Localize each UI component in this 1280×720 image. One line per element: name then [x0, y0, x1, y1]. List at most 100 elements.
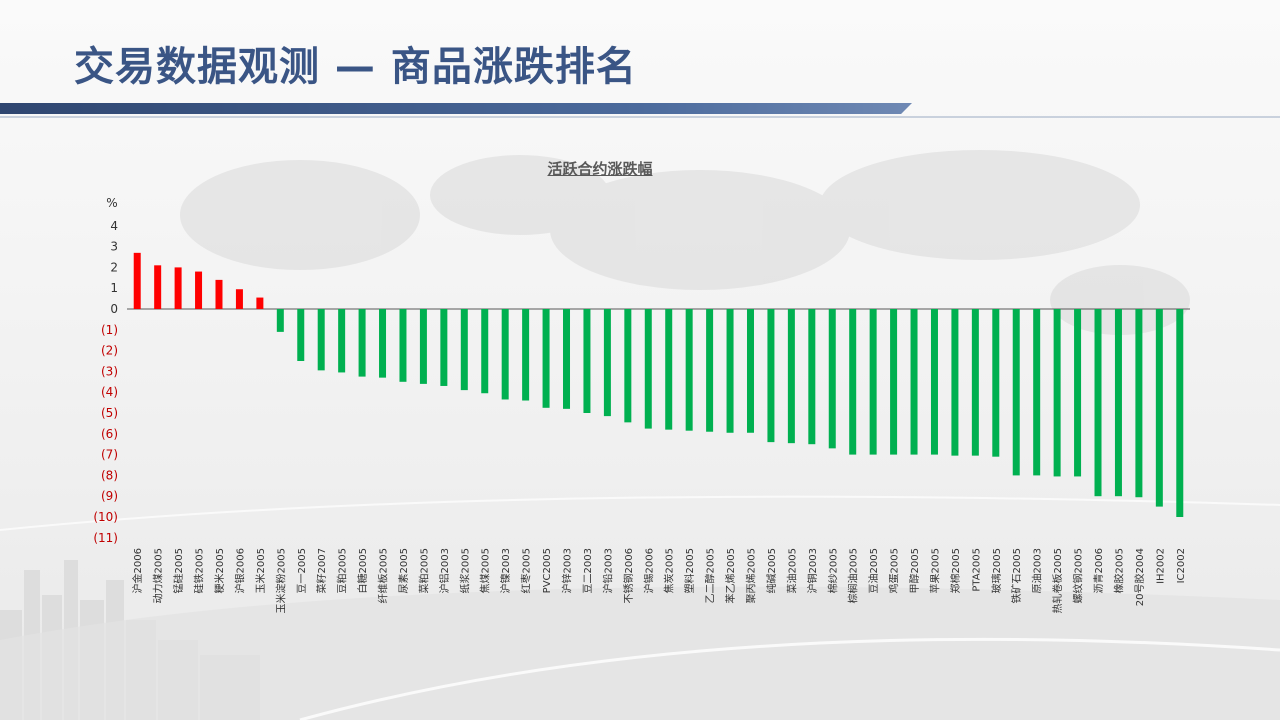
bar-豆一2005 — [297, 309, 305, 361]
bar-纤维板2005 — [379, 309, 387, 378]
x-category-label: 沪银2006 — [233, 548, 246, 593]
x-category-label: 沪铜2003 — [806, 548, 819, 593]
y-tick-label: 3 — [110, 240, 118, 254]
x-category-label: 白糖2005 — [356, 548, 369, 593]
bar-硅铁2005 — [195, 271, 203, 309]
bar-焦炭2005 — [665, 309, 673, 430]
y-tick-label: (8) — [101, 468, 118, 482]
bar-沪锡2006 — [644, 309, 652, 429]
bar-20号胶2004 — [1135, 309, 1143, 498]
bar-聚丙烯2005 — [746, 309, 754, 433]
bar-沪锌2003 — [563, 309, 571, 409]
x-category-label: 纸浆2005 — [458, 548, 471, 593]
x-category-label: 尿素2005 — [397, 548, 410, 593]
x-category-label: 红枣2005 — [520, 548, 533, 593]
x-category-label: 菜粕2005 — [417, 548, 430, 593]
bar-塑料2005 — [685, 309, 693, 431]
bar-苹果2005 — [930, 309, 938, 455]
title-underline-bar — [0, 103, 912, 114]
x-category-label: 沪锡2006 — [642, 548, 655, 593]
y-tick-label: 4 — [110, 219, 118, 233]
bar-乙二醇2005 — [706, 309, 714, 432]
bar-焦煤2005 — [481, 309, 489, 394]
x-category-label: PVC2005 — [542, 548, 553, 593]
x-category-label: 硅铁2005 — [193, 548, 206, 593]
x-category-label: 鸡蛋2005 — [888, 548, 901, 593]
bar-红枣2005 — [522, 309, 530, 401]
y-tick-label: (3) — [101, 364, 118, 378]
x-category-label: 玻璃2005 — [990, 548, 1003, 593]
bar-纸浆2005 — [460, 309, 468, 391]
bar-动力煤2005 — [154, 265, 162, 309]
bar-郑棉2005 — [951, 309, 959, 456]
x-category-label: 动力煤2005 — [152, 548, 165, 603]
x-category-label: 玉米2005 — [254, 548, 267, 593]
bar-沪镍2003 — [501, 309, 509, 400]
bar-鸡蛋2005 — [890, 309, 898, 455]
bar-甲醇2005 — [910, 309, 918, 455]
bar-苯乙烯2005 — [726, 309, 734, 433]
bar-豆粕2005 — [338, 309, 346, 373]
x-category-label: 聚丙烯2005 — [744, 548, 757, 603]
bar-IC2002 — [1176, 309, 1184, 517]
x-category-label: 豆二2003 — [582, 548, 594, 593]
bar-纯碱2005 — [767, 309, 775, 443]
x-category-label: 橡胶2005 — [1112, 548, 1125, 593]
bar-不锈钢2006 — [624, 309, 632, 423]
x-category-label: 锰硅2005 — [172, 548, 185, 593]
title-divider — [0, 116, 1280, 118]
bar-沪金2006 — [133, 252, 141, 309]
x-category-label: 菜油2005 — [785, 548, 798, 593]
bar-IH2002 — [1155, 309, 1163, 507]
bar-菜籽2007 — [317, 309, 325, 371]
bar-白糖2005 — [358, 309, 366, 377]
x-category-label: 豆油2005 — [867, 548, 880, 593]
bar-豆油2005 — [869, 309, 877, 455]
bar-热轧卷板2005 — [1053, 309, 1061, 477]
bar-豆二2003 — [583, 309, 591, 413]
x-category-label: 原油2003 — [1031, 548, 1044, 593]
x-category-label: 沪镍2003 — [499, 548, 512, 593]
x-category-label: 铁矿石2005 — [1010, 548, 1023, 603]
bar-橡胶2005 — [1114, 309, 1122, 497]
bar-棉纱2005 — [828, 309, 836, 449]
x-category-label: PTA2005 — [971, 548, 982, 592]
bar-菜油2005 — [787, 309, 795, 444]
x-category-label: 沪铝2003 — [438, 548, 451, 593]
x-category-label: 玉米淀粉2005 — [274, 548, 287, 613]
y-tick-label: (2) — [101, 344, 118, 358]
y-tick-label: (4) — [101, 385, 118, 399]
x-category-label: 纤维板2005 — [377, 548, 390, 603]
y-tick-label: (9) — [101, 489, 118, 503]
bar-沪铜2003 — [808, 309, 816, 445]
x-category-label: 沪锌2003 — [561, 548, 574, 593]
bar-锰硅2005 — [174, 267, 182, 309]
y-axis-unit-label: % — [106, 196, 117, 210]
y-tick-label: 1 — [110, 281, 118, 295]
x-category-label: 郑棉2005 — [949, 548, 962, 593]
x-category-label: 塑料2005 — [683, 548, 696, 593]
y-tick-label: (5) — [101, 406, 118, 420]
bar-尿素2005 — [399, 309, 407, 382]
bar-沪银2006 — [235, 289, 243, 309]
bar-玻璃2005 — [992, 309, 1000, 457]
x-category-label: 沥青2006 — [1092, 548, 1105, 593]
y-tick-label: (1) — [101, 323, 118, 337]
x-category-label: 棕榈油2005 — [847, 548, 860, 603]
x-category-label: 乙二醇2005 — [704, 548, 717, 603]
x-category-label: 不锈钢2006 — [622, 548, 635, 603]
y-tick-label: (7) — [101, 448, 118, 462]
y-tick-label: (6) — [101, 427, 118, 441]
x-category-label: 20号胶2004 — [1133, 548, 1146, 606]
x-category-label: 粳米2005 — [213, 548, 226, 593]
bar-铁矿石2005 — [1012, 309, 1020, 476]
x-category-label: 沪金2006 — [131, 548, 144, 593]
x-category-label: 螺纹钢2005 — [1072, 548, 1085, 603]
x-category-label: 热轧卷板2005 — [1051, 548, 1064, 613]
bar-沪铝2003 — [440, 309, 448, 386]
bar-玉米2005 — [256, 297, 264, 309]
y-tick-label: 2 — [110, 260, 118, 274]
x-category-label: 沪铅2003 — [601, 548, 614, 593]
